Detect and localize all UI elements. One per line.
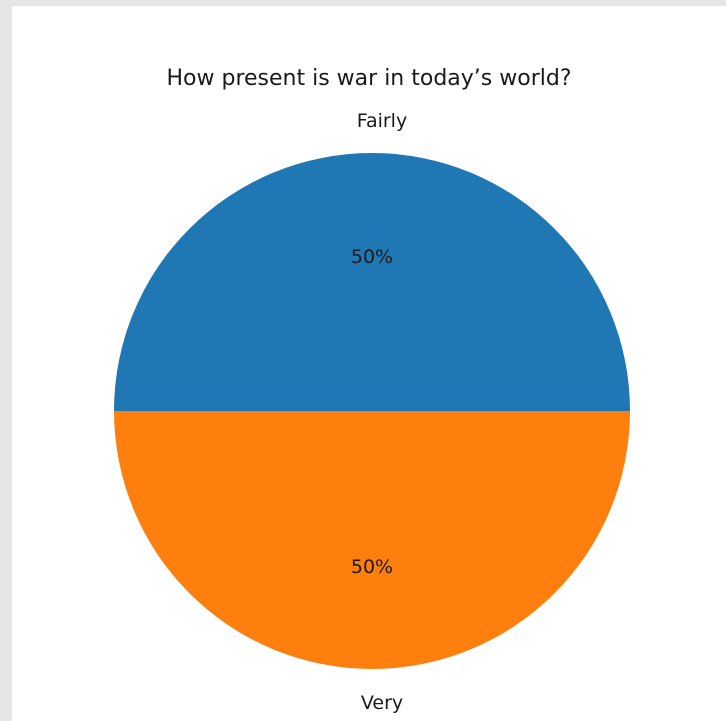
pie-slice-very [114, 411, 630, 669]
percent-label-fairly: 50% [351, 246, 393, 268]
category-label-fairly: Fairly [357, 110, 407, 132]
pie-slice-fairly [114, 153, 630, 411]
percent-label-very: 50% [351, 556, 393, 578]
category-label-very: Very [361, 692, 403, 714]
chart-canvas: How present is war in today’s world? 50%… [12, 6, 726, 721]
pie-chart: 50% Fairly 50% Very [12, 6, 726, 721]
